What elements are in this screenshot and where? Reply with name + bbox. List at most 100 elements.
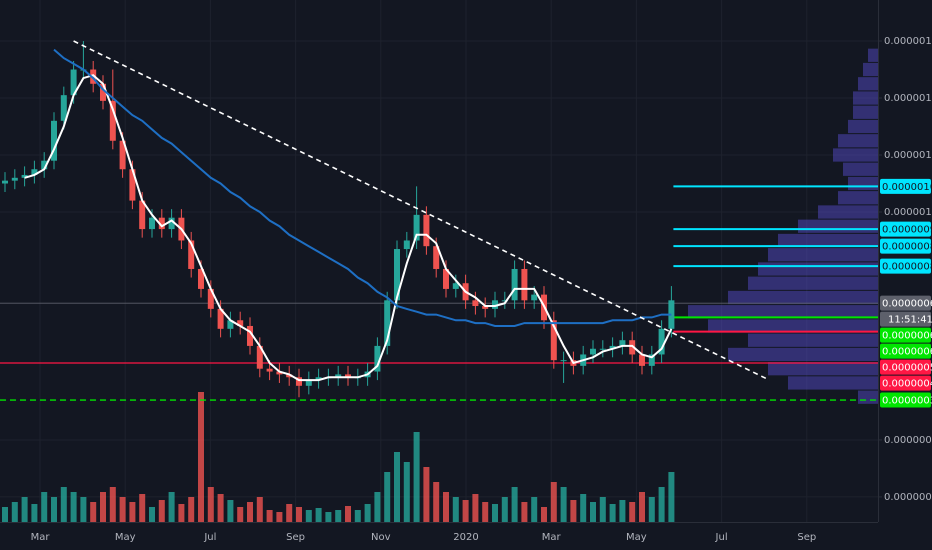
volume-bar [296,507,302,522]
x-tick-label: Mar [31,532,51,543]
volume-profile-bar [748,333,878,347]
candle-body [129,169,136,201]
volume-bar [217,494,224,522]
candle-body [266,368,273,372]
volume-bar [482,502,489,522]
volume-bar [511,487,518,522]
candle-body [70,69,77,96]
volume-bar [619,500,626,522]
volume-bar [364,504,371,522]
volume-bar [345,506,351,522]
price-label: 0.00000058 [882,363,932,374]
candle-body [609,345,616,349]
volume-bar [188,497,195,522]
volume-bar [60,487,67,522]
volume-profile-bar [778,233,878,248]
y-tick-label: 0.00000000 [884,492,932,503]
moving-average [53,48,672,327]
candle-body [345,374,351,378]
price-label-box [880,343,931,359]
candle-body [648,354,655,366]
candle-body [198,268,204,289]
candle-body [60,95,67,121]
volume-bar [354,510,361,522]
volume-profile-bar [848,176,878,191]
candle-body [374,345,381,372]
volume-bar [227,500,234,522]
volume-bar [521,502,528,522]
volume-bar [590,502,596,522]
candle-body [31,169,38,175]
price-label: 0.00000034 [882,396,932,407]
volume-profile-bar [748,276,878,290]
price-label: 0.00000047 [882,379,932,390]
countdown: 11:51:41 [888,315,932,326]
candle-body [521,268,528,301]
price-label: 0.00000068 [882,299,932,310]
candle-body [629,340,636,355]
volume-bar [129,502,136,522]
candle-body [590,348,596,355]
candle-body [443,268,449,289]
volume-profile-bar [708,319,878,333]
candle-body [305,380,312,386]
volume-bar [11,502,18,522]
price-label-box [880,392,931,408]
volume-profile-bar [688,305,878,319]
volume-bar [413,432,420,522]
candle-body [109,100,116,141]
volume-bar [237,507,244,522]
volume-profile-bar [768,362,878,376]
y-tick-label: 0.00000140 [884,93,932,104]
y-tick-label: 0.00000100 [884,207,932,218]
candle-body [276,371,283,375]
volume-bar [325,512,332,522]
volume-bar [70,492,77,522]
volume-bar [403,462,410,522]
volume-bar [433,482,440,522]
volume-bar [168,492,175,522]
price-label: 0.00000088 [882,242,932,253]
candle-body [227,320,234,329]
volume-bar [462,500,469,522]
volume-bar [394,452,400,522]
candle-body [2,180,8,184]
candle-body [149,217,155,230]
candle-body [11,177,18,181]
volume-profile-bar [858,77,878,91]
volume-profile-bar [788,376,878,390]
price-label: 0.00000067 [882,331,932,342]
volume-bar [198,392,204,522]
candle-body [619,340,626,346]
candle-body [658,328,665,355]
volume-bar [452,497,459,522]
candle-body [315,377,322,381]
price-label: 0.00000109 [882,182,932,193]
candle-body [394,249,400,301]
candle-body [599,348,606,350]
price-label-box [880,238,931,254]
x-tick-label: 2020 [453,532,478,543]
countdown-box [880,311,931,327]
candle-body [423,214,430,247]
volume-bar [178,504,185,522]
price-label-box [880,295,931,311]
volume-profile-bar [838,134,878,148]
price-label: 0.00000063 [882,347,932,358]
volume-bar [41,492,48,522]
volume-bar [276,512,283,522]
volume-bar [550,482,557,522]
volume-profile-bar [843,162,878,176]
volume-bar [423,467,430,522]
volume-bar [51,497,57,522]
candle-body [492,300,498,309]
volume-bar [31,504,38,522]
candle-body [335,374,342,378]
volume-bar [609,504,616,522]
volume-bar [599,497,606,522]
x-tick-label: Mar [542,532,562,543]
candle-body [119,140,126,170]
candle-body [639,354,645,366]
volume-profile-bar [848,119,878,134]
